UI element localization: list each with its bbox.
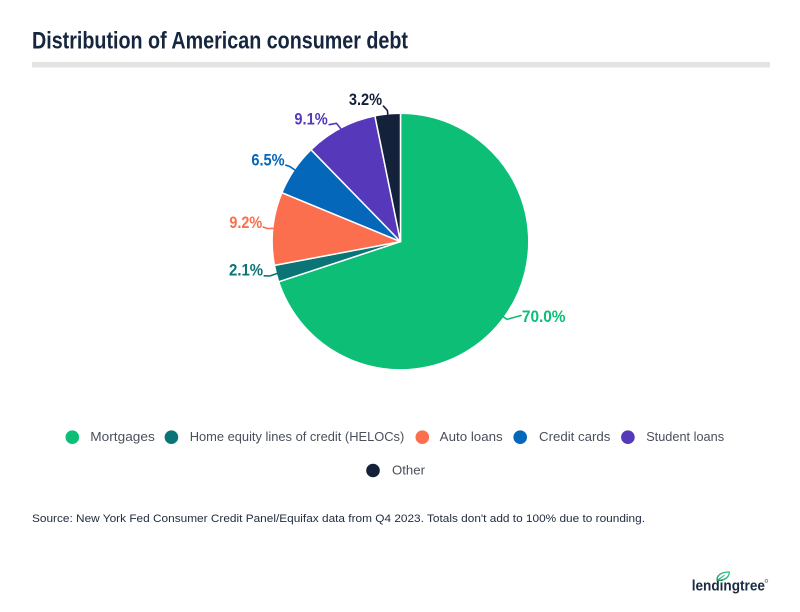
svg-text:3.2%: 3.2%: [349, 90, 382, 109]
svg-text:Other: Other: [392, 462, 426, 477]
svg-text:2.1%: 2.1%: [229, 261, 263, 280]
svg-text:9.2%: 9.2%: [229, 213, 262, 232]
svg-text:Credit cards: Credit cards: [539, 429, 611, 444]
svg-text:lendingtree: lendingtree: [692, 577, 765, 594]
svg-text:6.5%: 6.5%: [251, 151, 284, 170]
svg-text:Auto loans: Auto loans: [440, 429, 504, 444]
svg-text:Mortgages: Mortgages: [90, 429, 155, 444]
svg-text:Student loans: Student loans: [646, 429, 724, 444]
svg-text:9.1%: 9.1%: [294, 109, 327, 128]
svg-text:70.0%: 70.0%: [522, 307, 566, 326]
svg-text:Home equity lines of credit (H: Home equity lines of credit (HELOCs): [190, 429, 405, 444]
svg-text:Distribution of American consu: Distribution of American consumer debt: [32, 28, 408, 55]
svg-text:Source: New York Fed Consumer: Source: New York Fed Consumer Credit Pan…: [32, 513, 645, 525]
